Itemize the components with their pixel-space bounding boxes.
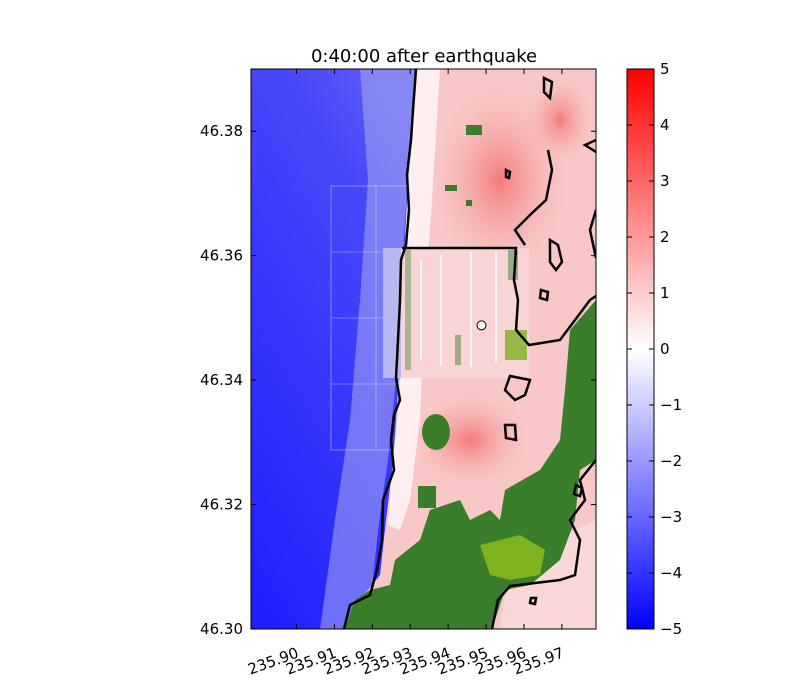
colorbar-tick-label: 2 (660, 228, 670, 246)
colorbar-tick-label: −4 (660, 564, 682, 582)
colorbar-tick-label: −5 (660, 620, 682, 638)
land-patch (445, 185, 457, 191)
colorbar-tick-label: −2 (660, 452, 682, 470)
land-patch (418, 486, 436, 508)
contour (513, 149, 554, 246)
colorbar-tick-label: 1 (660, 284, 670, 302)
location-marker (476, 320, 487, 331)
y-tick-label: 46.30 (200, 620, 243, 638)
land-patch (590, 420, 596, 450)
contour (503, 423, 518, 442)
y-tick-label: 46.32 (200, 496, 243, 514)
colorbar-tick-label: −3 (660, 508, 682, 526)
contour (504, 167, 512, 180)
colorbar-tick-label: 0 (660, 340, 670, 358)
y-axis: 46.30 46.32 46.34 46.36 46.38 (200, 122, 596, 638)
contour (572, 483, 584, 498)
contour (402, 246, 596, 347)
y-tick-label: 46.36 (200, 247, 243, 265)
y-tick-label: 46.34 (200, 371, 243, 389)
axes-frame (250, 68, 597, 630)
hot-zone (525, 75, 595, 165)
colorbar-tick-label: −1 (660, 396, 682, 414)
colorbar-tick-label: 5 (660, 60, 670, 78)
land-patch (466, 200, 472, 206)
contour (538, 288, 550, 302)
contours (342, 69, 596, 629)
contour (503, 374, 532, 402)
contour (588, 209, 596, 259)
colorbar-tick-label: 4 (660, 116, 670, 134)
lower-right-white (500, 520, 596, 629)
contour (548, 237, 564, 273)
y-tick-label: 46.38 (200, 122, 243, 140)
colorbar-tick-label: 3 (660, 172, 670, 190)
nearshore-band (320, 69, 416, 629)
chart-title: 0:40:00 after earthquake (311, 46, 537, 67)
land-patch (422, 414, 450, 450)
contour (582, 138, 596, 154)
land-patch (466, 125, 482, 135)
contour (542, 75, 554, 101)
contour (490, 459, 596, 629)
colorbar-ticks: −5 −4 −3 −2 −1 0 1 2 3 4 5 (627, 60, 682, 638)
coastline-contour (342, 69, 418, 629)
map-area (251, 69, 596, 629)
contour (528, 596, 538, 606)
land-green-light (480, 535, 545, 580)
